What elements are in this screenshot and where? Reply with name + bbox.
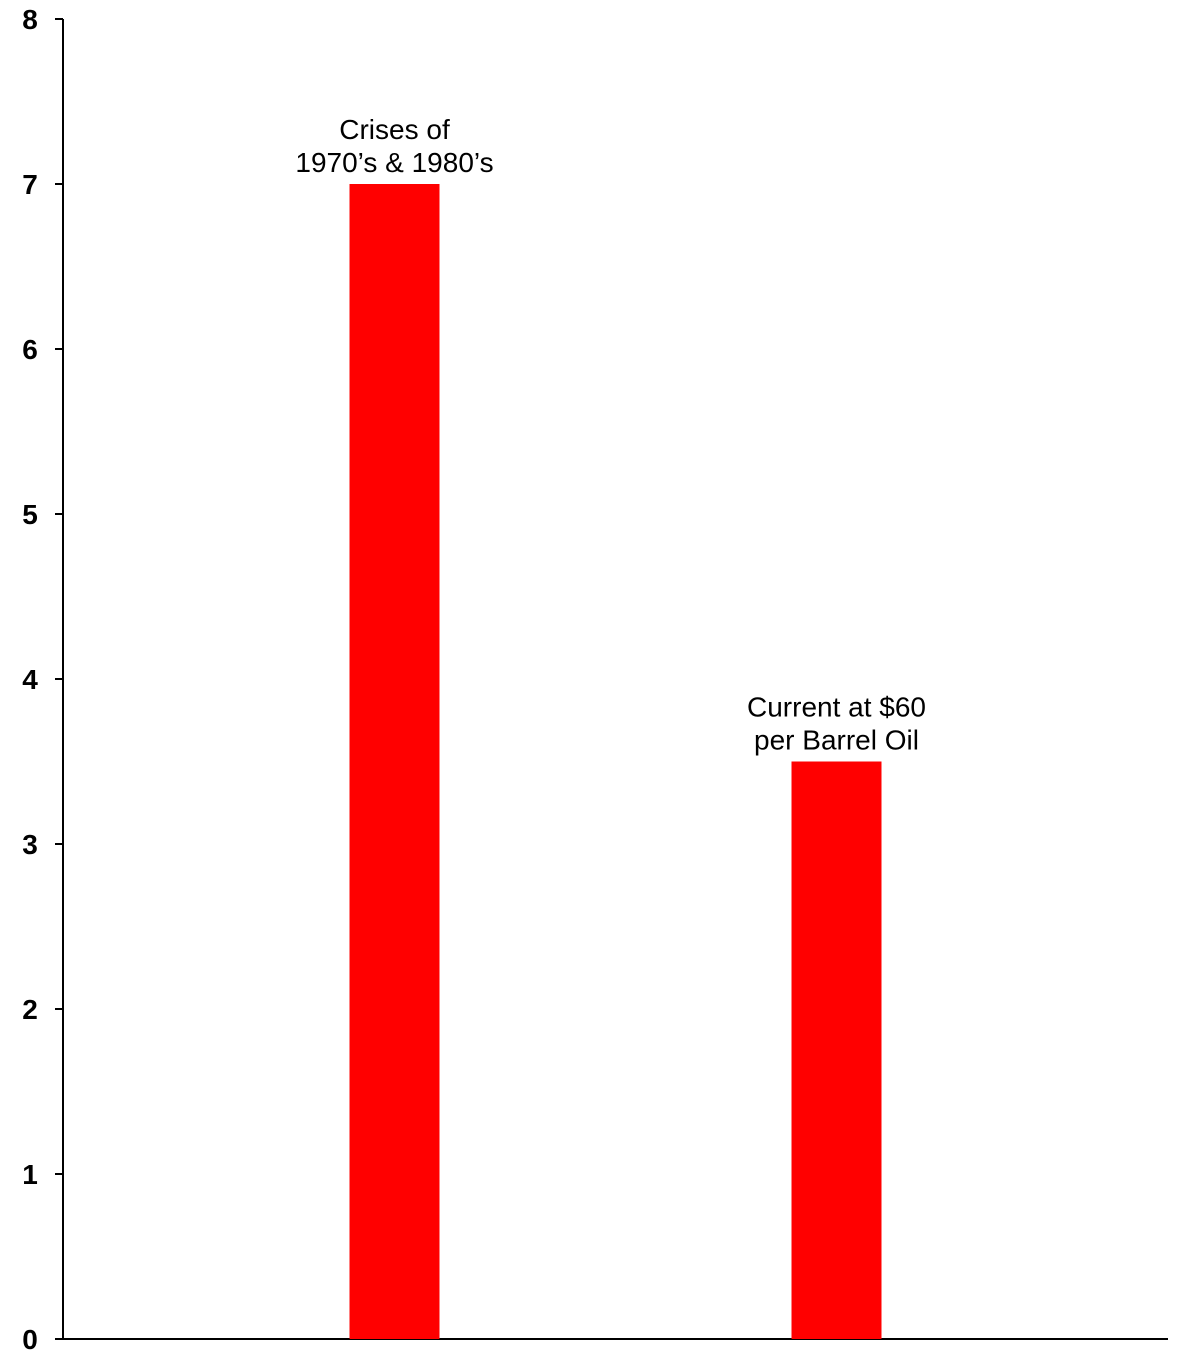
y-tick-label: 4 <box>22 664 38 695</box>
y-tick-label: 3 <box>22 829 38 860</box>
bar-data-label: Crises of <box>339 114 450 145</box>
y-tick-label: 8 <box>22 4 38 35</box>
y-tick-label: 5 <box>22 499 38 530</box>
bar <box>791 761 882 1339</box>
y-tick-label: 6 <box>22 334 38 365</box>
y-tick-label: 7 <box>22 169 38 200</box>
y-tick-label: 0 <box>22 1324 38 1355</box>
y-tick-label: 1 <box>22 1159 38 1190</box>
bars <box>349 184 882 1339</box>
y-axis: 0 1 2 3 4 5 6 7 8 <box>22 4 64 1355</box>
bar <box>349 184 440 1339</box>
bar-data-label: per Barrel Oil <box>754 725 919 756</box>
bar-data-label: 1970’s & 1980’s <box>295 147 493 178</box>
bar-data-label: Current at $60 <box>747 692 926 723</box>
y-tick-label: 2 <box>22 994 38 1025</box>
